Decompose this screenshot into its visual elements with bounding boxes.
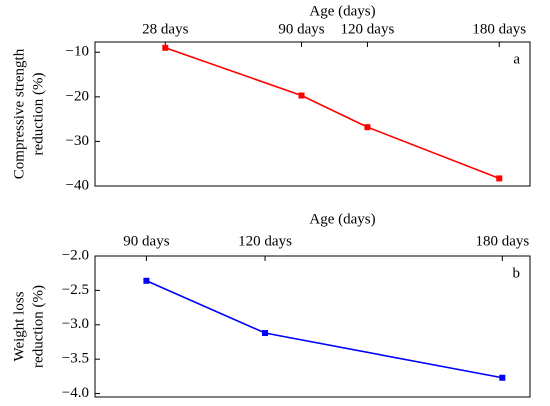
panel-label: b bbox=[513, 265, 521, 281]
line bbox=[146, 280, 503, 379]
x-tick-label: 120 days bbox=[238, 233, 292, 249]
plot-frame bbox=[94, 255, 531, 398]
y-axis-label: Compressive strength bbox=[11, 48, 27, 179]
y-axis-label: Weight loss bbox=[11, 291, 27, 361]
y-tick-label: −20 bbox=[66, 88, 89, 104]
y-axis-label: reduction (%) bbox=[30, 73, 46, 156]
y-tick-label: −2.5 bbox=[62, 282, 89, 298]
marker bbox=[262, 330, 269, 337]
panel-label: a bbox=[513, 51, 520, 67]
y-tick-label: −10 bbox=[66, 44, 89, 60]
y-tick-label: −3.0 bbox=[62, 316, 89, 332]
y-tick-label: −3.5 bbox=[62, 351, 89, 367]
x-tick-label: 90 days bbox=[123, 233, 169, 249]
marker bbox=[499, 374, 506, 381]
y-tick-label: −2.0 bbox=[62, 247, 89, 263]
marker bbox=[364, 124, 371, 131]
y-axis-label: reduction (%) bbox=[30, 285, 46, 368]
x-tick-label: 120 days bbox=[341, 21, 395, 37]
y-tick-label: −4.0 bbox=[62, 385, 89, 401]
marker bbox=[496, 175, 503, 182]
x-tick-label: 28 days bbox=[142, 21, 188, 37]
marker bbox=[143, 277, 150, 284]
y-tick-label: −40 bbox=[66, 177, 89, 193]
x-axis-label: Age (days) bbox=[309, 211, 375, 227]
x-axis-label: Age (days) bbox=[309, 3, 375, 19]
x-tick-label: 90 days bbox=[278, 21, 324, 37]
x-tick-label: 180 days bbox=[475, 233, 529, 249]
line bbox=[165, 47, 500, 180]
x-tick-label: 180 days bbox=[472, 21, 526, 37]
y-tick-label: −30 bbox=[66, 133, 89, 149]
plot-frame bbox=[94, 41, 531, 187]
marker bbox=[162, 44, 169, 51]
marker bbox=[298, 92, 305, 99]
